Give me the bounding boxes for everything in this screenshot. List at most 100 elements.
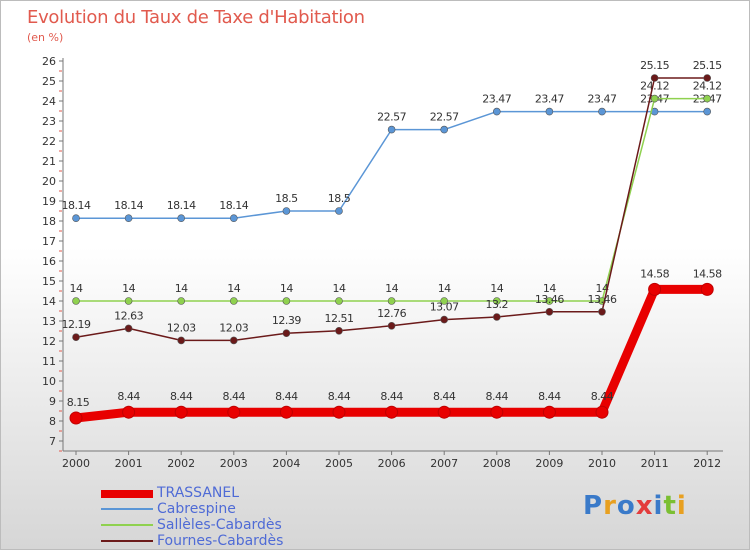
data-label: 12.76	[377, 307, 406, 320]
data-label: 8.44	[380, 390, 403, 403]
data-point	[437, 405, 451, 419]
logo-letter: i	[653, 491, 664, 521]
data-label: 14	[122, 282, 135, 295]
data-label: 12.51	[325, 312, 354, 325]
data-label: 8.15	[67, 396, 90, 409]
legend-swatch	[101, 540, 153, 542]
data-label: 8.44	[328, 390, 351, 403]
proxiti-logo: Proxiti	[583, 491, 687, 521]
data-label: 14	[490, 282, 503, 295]
y-tick-label: 26	[42, 55, 56, 68]
y-tick-label: 20	[42, 175, 56, 188]
legend-label: Cabrespine	[157, 501, 236, 517]
data-point	[335, 326, 343, 335]
data-point	[490, 405, 504, 419]
x-tick-label: 2005	[325, 457, 353, 470]
data-label: 18.5	[275, 192, 298, 205]
data-label: 8.44	[591, 390, 614, 403]
data-label: 8.44	[538, 390, 561, 403]
chart-title: Evolution du Taux de Taxe d'Habitation	[27, 7, 365, 28]
x-tick-label: 2000	[62, 457, 90, 470]
data-point	[542, 405, 556, 419]
data-label: 24.12	[640, 80, 669, 93]
y-tick-label: 17	[42, 235, 56, 248]
y-tick-label: 23	[42, 115, 56, 128]
data-point	[385, 405, 399, 419]
data-point	[177, 336, 185, 345]
data-point	[440, 315, 449, 324]
x-tick-label: 2004	[272, 457, 300, 470]
data-point	[545, 107, 554, 116]
data-point	[230, 336, 238, 345]
data-point	[124, 324, 133, 333]
data-point	[335, 297, 343, 305]
x-tick-label: 2012	[693, 457, 721, 470]
y-tick-label: 22	[42, 135, 56, 148]
data-label: 8.44	[117, 390, 140, 403]
logo-letter: r	[603, 491, 617, 521]
data-point	[440, 125, 449, 134]
data-point	[387, 321, 396, 330]
x-tick-label: 2008	[483, 457, 511, 470]
y-tick-label: 25	[42, 75, 56, 88]
y-tick-label: 21	[42, 155, 56, 168]
data-point	[332, 405, 346, 419]
data-point	[177, 214, 185, 222]
legend-swatch	[101, 490, 153, 498]
data-point	[387, 297, 396, 305]
data-point	[387, 125, 396, 134]
data-label: 14.58	[693, 267, 722, 280]
logo-letter: i	[676, 491, 687, 521]
data-point	[703, 94, 712, 103]
data-point	[122, 405, 136, 419]
data-label: 8.44	[223, 390, 246, 403]
data-label: 14	[280, 282, 293, 295]
data-label: 14	[438, 282, 451, 295]
x-tick-label: 2009	[535, 457, 563, 470]
data-label: 22.57	[377, 111, 406, 124]
data-point	[282, 207, 291, 215]
logo-letter: t	[663, 491, 677, 521]
data-point	[335, 207, 343, 215]
data-label: 25.15	[640, 59, 669, 72]
data-point	[230, 214, 238, 222]
data-point	[282, 297, 291, 305]
data-point	[492, 313, 501, 321]
data-point	[650, 94, 659, 103]
data-label: 14	[543, 282, 556, 295]
data-label: 24.12	[693, 80, 722, 93]
y-tick-label: 8	[49, 415, 56, 428]
y-tick-label: 19	[42, 195, 56, 208]
legend-label: Fournes-Cabardès	[157, 533, 284, 549]
y-tick-label: 16	[42, 255, 56, 268]
data-label: 23.47	[588, 93, 617, 106]
data-point	[177, 297, 185, 305]
legend-swatch	[101, 524, 153, 526]
data-point	[545, 307, 554, 316]
data-label: 14.58	[640, 267, 669, 280]
data-point	[598, 107, 606, 116]
data-label: 18.5	[328, 192, 351, 205]
data-point	[492, 297, 501, 305]
data-label: 8.44	[486, 390, 509, 403]
data-point	[492, 107, 501, 116]
x-tick-label: 2003	[220, 457, 248, 470]
x-tick-label: 2001	[115, 457, 143, 470]
data-label: 13.46	[535, 293, 564, 306]
data-point	[703, 74, 712, 82]
data-label: 14	[385, 282, 398, 295]
data-label: 12.63	[114, 309, 143, 322]
data-label: 8.44	[433, 390, 456, 403]
data-point	[227, 405, 241, 419]
x-tick-label: 2011	[641, 457, 669, 470]
y-tick-label: 13	[42, 315, 56, 328]
logo-letter: P	[583, 491, 604, 521]
data-label: 8.44	[170, 390, 193, 403]
data-label: 23.47	[482, 93, 511, 106]
data-label: 14	[70, 282, 83, 295]
legend-swatch	[101, 508, 153, 510]
data-label: 18.14	[62, 199, 91, 212]
data-label: 18.14	[114, 199, 143, 212]
data-point	[72, 333, 80, 342]
